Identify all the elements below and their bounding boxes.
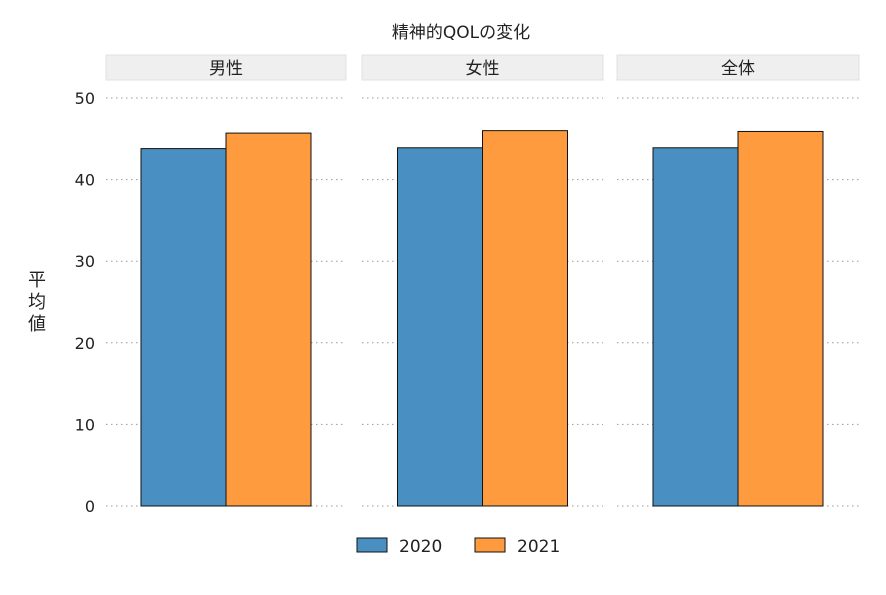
bar-2020-panel-2 [397,147,483,507]
y-axis-label-char: 値 [28,314,46,335]
y-axis: 0 10 20 30 40 50 [75,89,95,516]
bar-2021-panel-1 [225,132,312,507]
legend-swatch-2020 [356,537,388,553]
y-tick-label: 50 [75,89,95,108]
y-tick-label: 20 [75,334,95,353]
chart-title: 精神的QOLの変化 [392,23,530,43]
bar-2021-panel-2 [482,130,568,507]
legend-label-2021: 2021 [517,537,560,557]
panel-label-2: 女性 [466,59,500,79]
bars [140,130,824,507]
y-axis-label-char: 平 [28,270,46,291]
panel-label-1: 男性 [209,59,243,79]
y-axis-label: 平均値 [28,270,46,335]
bar-2021-panel-3 [737,130,824,507]
y-tick-label: 30 [75,252,95,271]
bar-2020-panel-1 [140,148,227,507]
panel-strip-3 [616,54,860,81]
panel-strips: 男性 女性 全体 [105,54,860,81]
bar-2020-panel-3 [652,147,739,507]
legend-swatch-2021 [474,537,506,553]
y-tick-label: 10 [75,415,95,434]
legend: 2020 2021 [356,537,560,557]
panel-label-3: 全体 [721,59,755,79]
legend-label-2020: 2020 [399,537,442,557]
panel-strip-2 [361,54,604,81]
panel-strip-1 [105,54,347,81]
y-tick-label: 0 [85,497,95,516]
y-tick-label: 40 [75,171,95,190]
y-axis-label-char: 均 [28,292,46,313]
